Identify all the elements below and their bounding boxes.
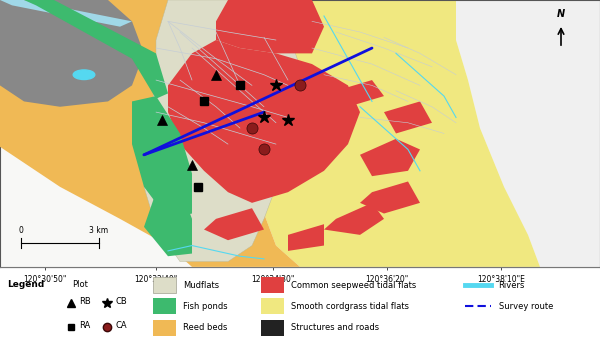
Polygon shape [168, 40, 360, 203]
Text: 0: 0 [19, 226, 23, 235]
Text: Survey route: Survey route [499, 302, 553, 311]
Polygon shape [192, 0, 540, 267]
Polygon shape [384, 101, 432, 134]
Text: N: N [557, 9, 565, 19]
Polygon shape [0, 0, 144, 107]
Bar [261, 277, 284, 293]
Polygon shape [204, 208, 264, 240]
Text: CB: CB [115, 298, 127, 306]
Polygon shape [360, 182, 420, 214]
Text: Mudflats: Mudflats [183, 281, 219, 290]
Polygon shape [336, 80, 384, 107]
Polygon shape [144, 0, 300, 261]
Text: 3 km: 3 km [89, 226, 109, 235]
Polygon shape [144, 187, 192, 256]
Text: Reed beds: Reed beds [183, 323, 227, 332]
Polygon shape [288, 224, 324, 251]
Polygon shape [324, 203, 384, 235]
Polygon shape [450, 0, 600, 267]
Text: CA: CA [115, 321, 127, 330]
Bar [153, 298, 176, 314]
Polygon shape [0, 0, 300, 267]
Text: Common seepweed tidal flats: Common seepweed tidal flats [291, 281, 416, 290]
Text: RA: RA [79, 321, 91, 330]
Circle shape [73, 70, 95, 80]
Text: Rivers: Rivers [499, 281, 525, 290]
Bar [153, 320, 176, 336]
Bar [153, 277, 176, 293]
Bar [261, 298, 284, 314]
Polygon shape [0, 0, 132, 27]
Text: Smooth cordgrass tidal flats: Smooth cordgrass tidal flats [291, 302, 409, 311]
Text: Legend: Legend [7, 280, 44, 289]
Bar [261, 320, 284, 336]
Text: Fish ponds: Fish ponds [183, 302, 227, 311]
Polygon shape [216, 0, 324, 53]
Text: RB: RB [79, 298, 91, 306]
Text: Structures and roads: Structures and roads [291, 323, 379, 332]
Polygon shape [132, 96, 192, 219]
Polygon shape [360, 139, 420, 176]
Text: Plot: Plot [72, 280, 88, 289]
Polygon shape [24, 0, 168, 99]
